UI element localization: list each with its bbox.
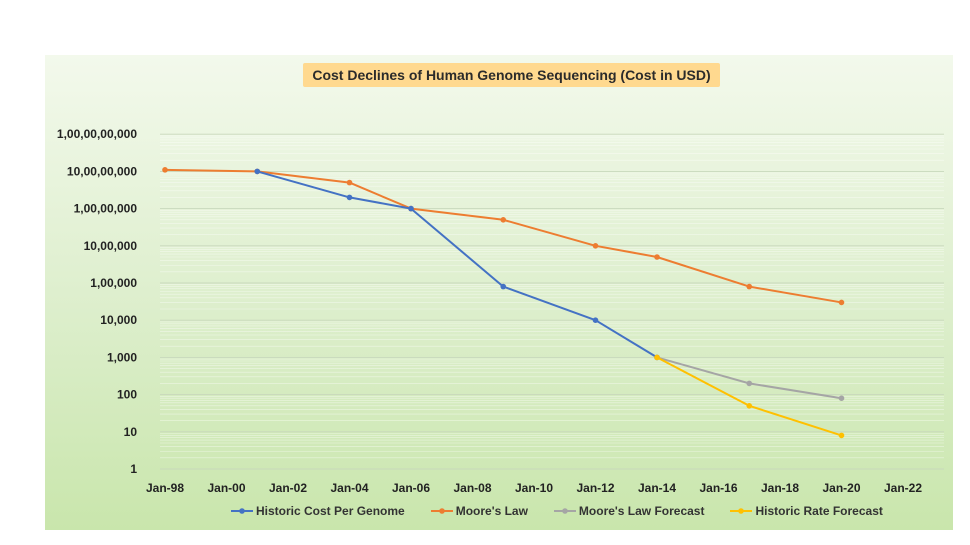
- legend-swatch: [730, 506, 753, 516]
- x-tick-label: Jan-10: [515, 481, 553, 495]
- legend-swatch: [430, 506, 453, 516]
- x-tick-label: Jan-04: [330, 481, 368, 495]
- x-tick-label: Jan-06: [392, 481, 430, 495]
- y-tick-label: 10,00,00,000: [67, 164, 137, 178]
- data-point-moore-s-law-forecast: [746, 380, 753, 387]
- data-point-moore-s-law: [346, 179, 353, 186]
- data-point-historic-cost-per-genome: [408, 205, 414, 212]
- y-tick-label: 100: [117, 388, 137, 402]
- x-tick-label: Jan-08: [453, 481, 491, 495]
- x-tick-label: Jan-98: [146, 481, 184, 495]
- y-tick-label: 1,00,00,00,000: [57, 127, 137, 141]
- data-point-moore-s-law: [592, 243, 599, 249]
- data-point-moore-s-law: [838, 299, 845, 306]
- x-tick-label: Jan-20: [822, 481, 860, 495]
- y-tick-label: 10,000: [100, 313, 137, 327]
- y-tick-label: 1,00,00,000: [74, 202, 138, 216]
- x-tick-label: Jan-12: [576, 481, 614, 495]
- chart-title: Cost Declines of Human Genome Sequencing…: [303, 63, 720, 87]
- data-point-historic-rate-forecast: [654, 354, 660, 361]
- data-point-historic-cost-per-genome: [346, 194, 353, 201]
- y-tick-label: 1,000: [107, 350, 137, 364]
- x-tick-label: Jan-18: [761, 481, 799, 495]
- legend-label: Moore's Law: [455, 504, 528, 518]
- legend-swatch: [231, 506, 253, 516]
- data-point-moore-s-law: [500, 216, 507, 223]
- legend: Historic Cost Per Genome Moore's Law Moore…: [231, 500, 883, 522]
- legend-label: Moore's Law Forecast: [578, 504, 705, 518]
- legend-swatch: [553, 506, 576, 516]
- grid-lines: [160, 133, 944, 470]
- legend-item: Moore's Law: [430, 504, 528, 518]
- data-point-moore-s-law: [746, 283, 753, 290]
- y-tick-label: 10: [124, 425, 138, 439]
- x-tick-label: Jan-22: [884, 481, 922, 495]
- series-layer: [162, 167, 845, 439]
- data-point-moore-s-law: [654, 254, 660, 260]
- y-axis-ticks: 1 10 100 1,000 10,000 1,00,000 10,00,000 1,00,0…: [57, 127, 137, 476]
- series-line-moore-s-law-forecast: [656, 356, 842, 400]
- y-tick-label: 1: [130, 462, 137, 476]
- legend-item: Historic Cost Per Genome: [231, 504, 405, 518]
- data-point-historic-cost-per-genome: [500, 283, 507, 290]
- x-tick-label: Jan-02: [269, 481, 307, 495]
- legend-label: Historic Rate Forecast: [755, 504, 883, 518]
- data-point-historic-cost-per-genome: [592, 317, 599, 324]
- x-tick-label: Jan-00: [207, 481, 245, 495]
- y-tick-label: 10,00,000: [84, 239, 138, 253]
- data-point-moore-s-law-forecast: [838, 395, 845, 402]
- y-tick-label: 1,00,000: [90, 276, 137, 290]
- x-tick-label: Jan-16: [699, 481, 737, 495]
- data-point-historic-rate-forecast: [746, 402, 753, 409]
- data-point-moore-s-law: [162, 167, 168, 173]
- data-point-historic-cost-per-genome: [254, 168, 261, 175]
- x-tick-label: Jan-14: [638, 481, 676, 495]
- legend-item: Moore's Law Forecast: [553, 504, 705, 518]
- data-point-historic-rate-forecast: [838, 432, 845, 439]
- legend-item: Historic Rate Forecast: [730, 504, 883, 518]
- legend-label: Historic Cost Per Genome: [256, 504, 405, 518]
- series-line-historic-cost-per-genome: [256, 170, 658, 359]
- x-axis-ticks: Jan-98 Jan-00 Jan-02 Jan-04 Jan-06 Jan-08 Jan-…: [146, 481, 922, 495]
